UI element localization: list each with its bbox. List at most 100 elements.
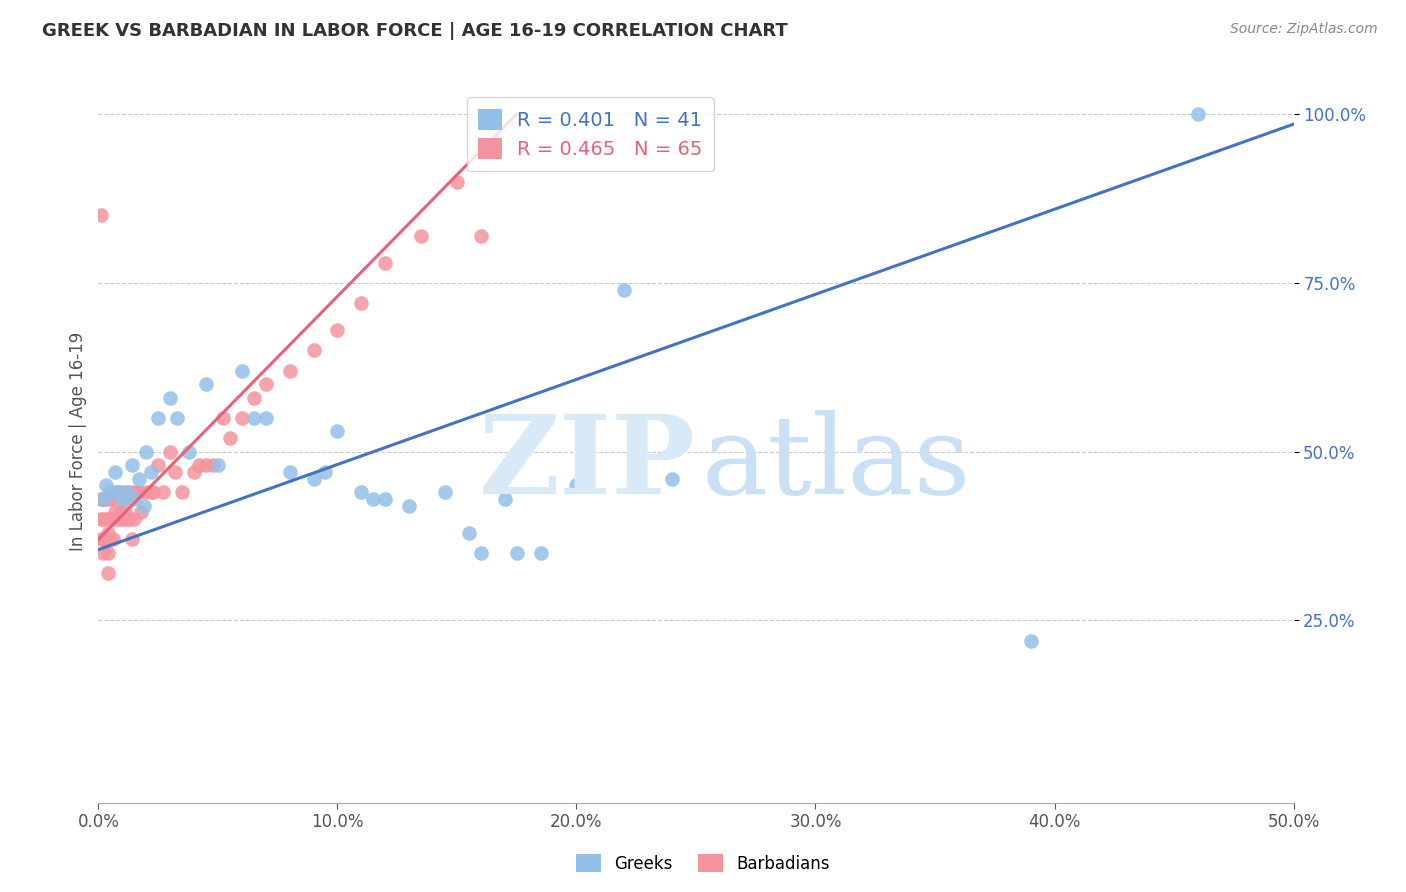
Point [118,512,141,526]
Point [90,491,112,506]
Point [90,533,112,547]
Point [315,465,337,479]
Point [124,485,146,500]
Point [565,478,588,492]
Point [107,485,129,500]
Point [121,458,143,472]
Point [111,512,134,526]
Point [1019,633,1042,648]
Point [90,512,112,526]
Point [121,533,143,547]
Point [350,296,373,310]
Point [398,499,420,513]
Point [128,472,150,486]
Point [202,458,225,472]
Point [128,485,150,500]
Point [163,465,186,479]
Point [115,485,138,500]
Y-axis label: In Labor Force | Age 16-19: In Labor Force | Age 16-19 [69,332,87,551]
Point [91,491,114,506]
Point [104,505,127,519]
Point [111,491,134,506]
Point [114,485,136,500]
Point [94,512,117,526]
Point [494,491,516,506]
Point [302,343,325,358]
Point [98,491,122,506]
Point [148,458,170,472]
Point [94,491,117,506]
Point [159,391,181,405]
Point [254,377,277,392]
Point [446,175,468,189]
Legend: R = 0.401   N = 41, R = 0.465   N = 65: R = 0.401 N = 41, R = 0.465 N = 65 [467,97,714,170]
Point [107,485,129,500]
Point [183,465,205,479]
Point [114,505,136,519]
Point [90,208,112,222]
Point [111,491,134,506]
Point [243,391,266,405]
Point [278,364,301,378]
Point [98,512,122,526]
Point [91,546,114,560]
Point [152,485,174,500]
Point [302,472,325,486]
Point [219,431,242,445]
Point [108,485,131,500]
Point [530,546,553,560]
Point [231,411,253,425]
Point [132,499,155,513]
Point [278,465,301,479]
Point [104,465,127,479]
Text: atlas: atlas [702,409,972,516]
Text: GREEK VS BARBADIAN IN LABOR FORCE | AGE 16-19 CORRELATION CHART: GREEK VS BARBADIAN IN LABOR FORCE | AGE … [42,22,787,40]
Point [135,444,157,458]
Point [94,533,117,547]
Point [108,505,131,519]
Point [97,525,120,540]
Point [124,491,146,506]
Point [506,546,529,560]
Point [195,458,218,472]
Point [187,458,209,472]
Point [131,505,153,519]
Point [97,546,120,560]
Point [243,411,266,425]
Point [91,512,114,526]
Point [470,228,492,243]
Point [98,485,122,500]
Point [470,546,492,560]
Point [115,491,138,506]
Point [125,485,148,500]
Point [166,411,188,425]
Point [115,512,138,526]
Point [124,512,146,526]
Point [1187,107,1209,121]
Point [207,458,229,472]
Point [613,283,636,297]
Text: ZIP: ZIP [479,409,696,516]
Point [135,485,157,500]
Point [458,525,481,540]
Point [101,533,124,547]
Point [94,478,117,492]
Point [195,377,218,392]
Point [661,472,683,486]
Point [118,485,141,500]
Point [254,411,277,425]
Point [374,491,396,506]
Point [91,533,114,547]
Text: Source: ZipAtlas.com: Source: ZipAtlas.com [1230,22,1378,37]
Point [231,364,253,378]
Point [101,491,124,506]
Point [139,465,162,479]
Point [98,533,122,547]
Point [179,444,201,458]
Point [91,491,114,506]
Point [97,566,120,581]
Point [101,512,124,526]
Point [139,485,162,500]
Point [326,425,349,439]
Point [104,485,127,500]
